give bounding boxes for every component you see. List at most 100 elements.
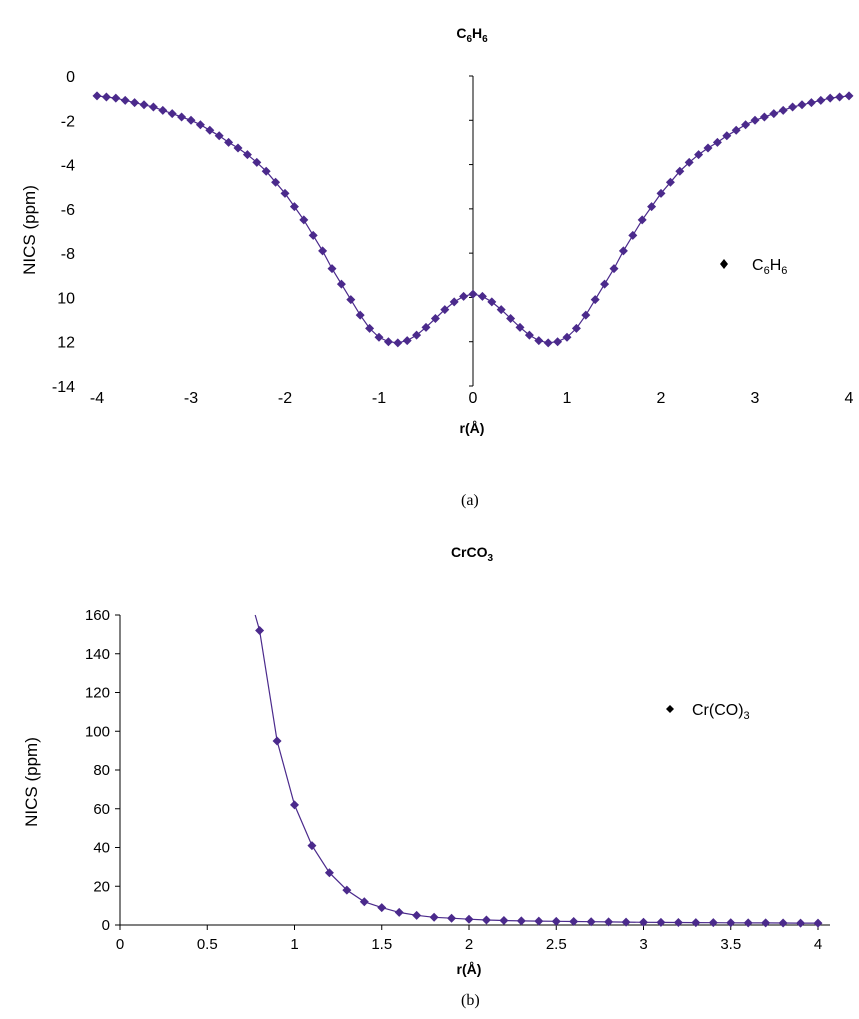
y-tick-label: 80 <box>93 762 110 779</box>
data-point <box>586 917 596 927</box>
data-point <box>571 323 581 333</box>
caption-a: (a) <box>461 492 479 509</box>
data-point <box>562 332 572 342</box>
y-tick-label: -8 <box>61 246 75 263</box>
data-point <box>524 330 534 340</box>
data-point <box>342 885 352 895</box>
data-point <box>464 914 474 924</box>
data-point <box>195 120 205 130</box>
y-tick-label: -2 <box>61 113 75 130</box>
data-point <box>712 137 722 147</box>
data-point <box>327 264 337 274</box>
data-point <box>477 291 487 301</box>
data-point <box>515 322 525 332</box>
data-point <box>308 230 318 240</box>
data-point <box>731 125 741 135</box>
data-point <box>412 910 422 920</box>
data-point <box>374 332 384 342</box>
data-point <box>487 297 497 307</box>
x-tick-label: 4 <box>814 936 822 953</box>
data-point <box>394 907 404 917</box>
data-point <box>788 102 798 112</box>
y-tick-label: -14 <box>52 379 75 396</box>
data-point <box>214 131 224 141</box>
data-point <box>761 918 771 928</box>
x-tick-label: -3 <box>184 390 198 407</box>
data-point <box>430 313 440 323</box>
y-tick-label: -4 <box>61 158 75 175</box>
data-point <box>691 918 701 928</box>
data-point <box>177 112 187 122</box>
data-point <box>148 102 158 112</box>
data-point <box>553 337 563 347</box>
data-point <box>481 915 491 925</box>
data-point <box>355 310 365 320</box>
y-tick-label: 60 <box>93 801 110 818</box>
data-point <box>496 305 506 315</box>
chart-b-ylabel: NICS (ppm) <box>22 737 41 827</box>
data-point <box>365 323 375 333</box>
data-point <box>139 100 149 110</box>
x-tick-label: -1 <box>372 390 386 407</box>
data-point <box>628 230 638 240</box>
data-point <box>806 98 816 108</box>
data-point <box>551 916 561 926</box>
x-tick-label: 1 <box>290 936 298 953</box>
data-point <box>421 322 431 332</box>
data-point <box>290 800 299 810</box>
data-point <box>440 305 450 315</box>
data-point <box>703 143 713 153</box>
data-point <box>581 310 591 320</box>
data-point <box>797 100 807 110</box>
legend-label: Cr(CO)3 <box>692 702 750 722</box>
y-tick-label: 160 <box>85 607 110 624</box>
data-point <box>673 917 683 927</box>
data-point <box>111 93 121 103</box>
series-line <box>254 614 818 924</box>
y-tick-label: 40 <box>93 840 110 857</box>
x-tick-label: 3.5 <box>720 936 741 953</box>
data-point <box>741 120 751 130</box>
legend-label: C6H6 <box>752 257 787 277</box>
data-point <box>224 137 234 147</box>
y-tick-label: -6 <box>61 202 75 219</box>
data-point <box>186 115 196 125</box>
data-point <box>233 143 243 153</box>
data-point <box>656 917 666 927</box>
data-point <box>656 188 666 198</box>
data-point <box>402 336 412 346</box>
data-point <box>324 868 334 878</box>
data-point <box>647 202 657 212</box>
data-point <box>449 297 459 307</box>
data-point <box>534 916 544 926</box>
chart-b-title: CrCO3 <box>451 544 494 564</box>
data-point <box>639 917 648 927</box>
data-point <box>778 105 788 115</box>
data-point <box>252 157 262 167</box>
data-point <box>130 98 140 108</box>
data-point <box>844 91 854 101</box>
y-tick-label: 0 <box>66 69 75 86</box>
data-point <box>621 917 631 927</box>
y-tick-label: 12 <box>57 335 75 352</box>
data-point <box>769 109 779 119</box>
data-point <box>516 916 526 926</box>
data-point <box>708 918 718 928</box>
data-point <box>618 246 628 256</box>
data-point <box>280 188 290 198</box>
y-tick-label: 120 <box>85 685 110 702</box>
data-point <box>447 913 457 923</box>
data-point <box>318 246 328 256</box>
chart-b-legend: Cr(CO)3 <box>666 702 750 722</box>
data-point <box>743 918 753 928</box>
data-point <box>569 917 579 927</box>
x-tick-label: -4 <box>90 390 104 407</box>
chart-b-xlabel: r(Å) <box>457 961 482 977</box>
data-point <box>459 291 469 301</box>
data-point <box>92 91 102 101</box>
x-tick-label: -2 <box>278 390 292 407</box>
data-point <box>336 279 346 289</box>
x-tick-label: 2 <box>465 936 473 953</box>
data-point <box>307 841 317 851</box>
